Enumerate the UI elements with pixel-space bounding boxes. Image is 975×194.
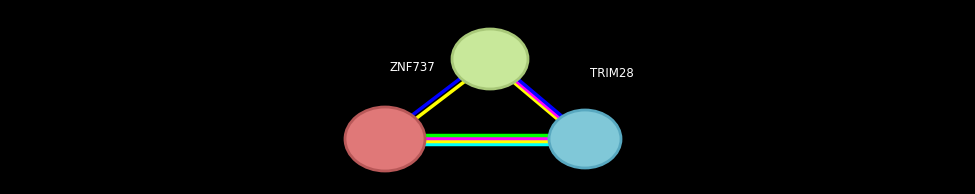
- Text: ZNF737: ZNF737: [390, 61, 436, 74]
- Ellipse shape: [549, 110, 621, 168]
- Text: TRIM28: TRIM28: [590, 67, 634, 80]
- Ellipse shape: [452, 29, 528, 89]
- Ellipse shape: [345, 107, 425, 171]
